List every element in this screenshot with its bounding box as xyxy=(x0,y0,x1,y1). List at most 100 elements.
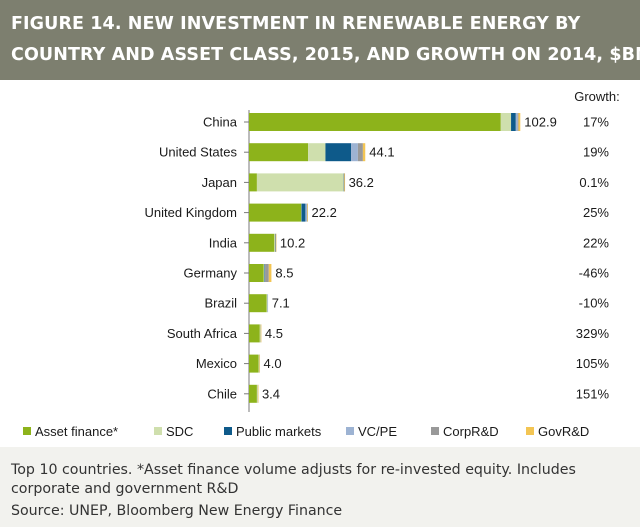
growth-value: 151% xyxy=(576,386,610,401)
bar-segment-asset-finance xyxy=(249,294,267,313)
bar-row-brazil: Brazil 7.1 -10% xyxy=(204,294,610,313)
chart-legend: Asset finance* SDC Public markets VC/PE Corp… xyxy=(23,424,589,439)
category-label: Brazil xyxy=(204,296,237,311)
growth-value: 22% xyxy=(583,235,609,250)
bar-segment-sdc xyxy=(256,384,258,403)
bar-segment-asset-finance xyxy=(249,143,309,162)
legend-swatch xyxy=(154,427,162,435)
stacked-bar-chart: Growth: China 102.9 17% United States 44.1 19… xyxy=(23,89,620,439)
legend-item-corpr-d: CorpR&D xyxy=(431,424,499,439)
legend-item-sdc: SDC xyxy=(154,424,193,439)
bar-segment-govr-d xyxy=(260,324,262,343)
growth-header: Growth: xyxy=(574,89,620,104)
bar-total-label: 4.5 xyxy=(265,326,283,341)
bar-segment-asset-finance xyxy=(249,113,501,131)
bar-row-mexico: Mexico 4.0 105% xyxy=(196,354,610,373)
bar-segment-govr-d xyxy=(257,384,259,403)
bar-row-japan: Japan 36.2 0.1% xyxy=(202,173,609,192)
legend-label: CorpR&D xyxy=(443,424,499,439)
bar-total-label: 4.0 xyxy=(264,356,282,371)
figure-header: FIGURE 14. NEW INVESTMENT IN RENEWABLE E… xyxy=(0,0,640,80)
bar-segment-sdc xyxy=(258,354,260,373)
bar-segment-corpr-d xyxy=(343,173,345,192)
growth-value: 25% xyxy=(583,205,609,220)
bar-segment-corpr-d xyxy=(517,113,519,131)
figure-title-line-2: COUNTRY AND ASSET CLASS, 2015, AND GROWT… xyxy=(11,45,640,65)
bar-segment-public-markets xyxy=(325,143,352,162)
category-label: United States xyxy=(159,145,238,160)
growth-value: 0.1% xyxy=(579,175,609,190)
legend-item-asset-finance: Asset finance* xyxy=(23,424,118,439)
bar-row-united-kingdom: United Kingdom 22.2 25% xyxy=(145,203,609,222)
legend-item-vc-pe: VC/PE xyxy=(346,424,397,439)
bar-segment-asset-finance xyxy=(249,264,264,282)
footnote-line-1: Top 10 countries. *Asset finance volume … xyxy=(11,462,576,478)
category-label: China xyxy=(203,115,238,130)
chart-rows: China 102.9 17% United States 44.1 19% Japan 36… xyxy=(145,113,610,403)
category-label: India xyxy=(209,235,238,250)
bar-segment-sdc xyxy=(266,294,268,313)
figure-footer: Top 10 countries. *Asset finance volume … xyxy=(0,447,640,527)
bar-segment-vc-pe xyxy=(515,113,518,131)
bar-segment-govr-d xyxy=(268,264,272,282)
legend-label: Public markets xyxy=(236,424,322,439)
bar-segment-corpr-d xyxy=(357,143,363,162)
bar-segment-asset-finance xyxy=(249,173,257,192)
bar-row-united-states: United States 44.1 19% xyxy=(159,143,609,162)
category-label: United Kingdom xyxy=(145,205,238,220)
chart-panel: Growth: China 102.9 17% United States 44.1 19… xyxy=(0,80,640,447)
bar-segment-govr-d xyxy=(275,233,277,252)
bar-segment-asset-finance xyxy=(249,354,259,373)
legend-item-public-markets: Public markets xyxy=(224,424,322,439)
bar-total-label: 3.4 xyxy=(262,386,280,401)
bar-segment-sdc xyxy=(274,233,276,252)
bar-total-label: 22.2 xyxy=(312,205,337,220)
bar-segment-govr-d xyxy=(259,354,261,373)
bar-total-label: 7.1 xyxy=(272,296,290,311)
source-note: Source: UNEP, Bloomberg New Energy Finan… xyxy=(11,503,343,519)
bar-segment-govr-d xyxy=(307,203,308,222)
bar-total-label: 44.1 xyxy=(369,145,394,160)
bar-segment-sdc xyxy=(308,143,326,162)
bar-segment-govr-d xyxy=(362,143,366,162)
legend-swatch xyxy=(23,427,31,435)
growth-value: 105% xyxy=(576,356,610,371)
bar-segment-govr-d xyxy=(518,113,521,131)
bar-total-label: 8.5 xyxy=(275,266,293,281)
bar-row-india: India 10.2 22% xyxy=(209,233,609,252)
category-label: South Africa xyxy=(167,326,238,341)
category-label: Germany xyxy=(184,266,238,281)
bar-segment-asset-finance xyxy=(249,324,260,343)
bar-segment-vc-pe xyxy=(351,143,358,162)
bar-segment-vc-pe xyxy=(267,294,269,313)
legend-swatch xyxy=(431,427,439,435)
growth-value: 329% xyxy=(576,326,610,341)
bar-segment-asset-finance xyxy=(249,233,275,252)
bar-row-germany: Germany 8.5 -46% xyxy=(184,264,609,282)
bar-segment-sdc xyxy=(259,324,261,343)
legend-item-govr-d: GovR&D xyxy=(526,424,589,439)
growth-value: -10% xyxy=(579,296,610,311)
bar-segment-sdc xyxy=(500,113,512,131)
legend-label: SDC xyxy=(166,424,193,439)
legend-label: Asset finance* xyxy=(35,424,118,439)
bar-segment-corpr-d xyxy=(265,264,269,282)
bar-segment-asset-finance xyxy=(249,384,257,403)
category-label: Chile xyxy=(207,386,237,401)
bar-total-label: 10.2 xyxy=(280,235,305,250)
legend-swatch xyxy=(224,427,232,435)
bar-segment-sdc xyxy=(256,173,344,192)
bar-segment-govr-d xyxy=(344,173,346,192)
bar-row-chile: Chile 3.4 151% xyxy=(207,384,610,403)
bar-row-china: China 102.9 17% xyxy=(203,113,609,131)
legend-swatch xyxy=(346,427,354,435)
growth-value: 17% xyxy=(583,115,609,130)
legend-swatch xyxy=(526,427,534,435)
figure-title-line-1: FIGURE 14. NEW INVESTMENT IN RENEWABLE E… xyxy=(11,14,581,34)
bar-segment-sdc xyxy=(263,264,265,282)
category-label: Mexico xyxy=(196,356,237,371)
bar-total-label: 36.2 xyxy=(349,175,374,190)
category-label: Japan xyxy=(202,175,237,190)
growth-value: 19% xyxy=(583,145,609,160)
legend-label: VC/PE xyxy=(358,424,397,439)
